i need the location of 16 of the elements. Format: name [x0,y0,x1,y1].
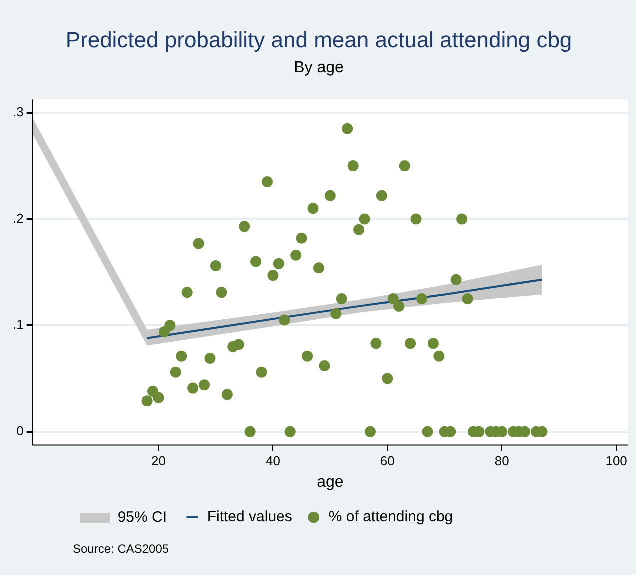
x-tick-label: 100 [606,454,628,469]
chart-subtitle: By age [294,59,344,76]
x-tick-label: 60 [380,454,395,469]
source-note: Source: CAS2005 [73,542,170,556]
legend-label: % of attending cbg [328,508,454,526]
y-tick-label: .2 [13,210,24,226]
y-tick-label: .3 [13,104,24,120]
y-tick-label: .1 [13,317,24,332]
text: 95% CI [118,509,168,526]
x-tick-label: 20 [152,454,166,469]
x-tick-label: 80 [494,454,510,469]
chart-title: Predicted probability and mean actual attending cbg [66,27,572,52]
y-tick-label: 0 [16,423,24,438]
x-tick-label: 40 [266,454,280,469]
x-axis-title: age [317,474,344,491]
legend-label: Fitted values [207,508,292,526]
